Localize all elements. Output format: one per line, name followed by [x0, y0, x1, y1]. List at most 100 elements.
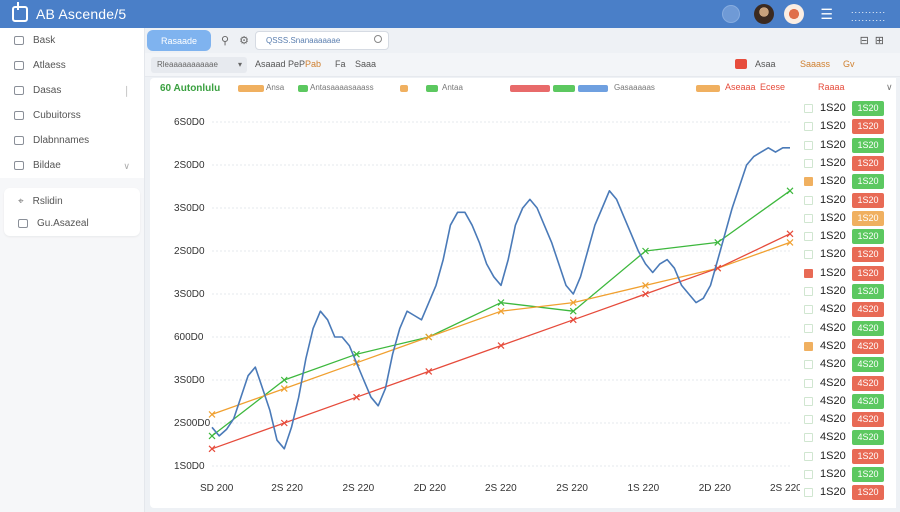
filter-right-item[interactable]: Asaa	[755, 59, 776, 69]
value-chip: 1S20	[852, 155, 884, 171]
chart-panel: 60 Autonlulu Ansa Antasaaaasaaass Antaa …	[150, 78, 896, 508]
chart-title: 60 Autonlulu	[160, 83, 221, 94]
value-row[interactable]: 4S20 4S20	[802, 393, 896, 410]
menu-icon[interactable]: ☰	[820, 5, 833, 22]
value-row[interactable]: 4S20 4S20	[802, 320, 896, 337]
filter-select[interactable]: Rleaaaaaaaaaae ▾	[151, 57, 247, 73]
value-row[interactable]: 4S20 4S20	[802, 301, 896, 318]
value-row[interactable]: 1S20 1S20	[802, 155, 896, 172]
y-tick-label: 3S0D0	[174, 289, 205, 300]
data-point-marker	[425, 367, 433, 375]
legend-entry[interactable]: Ansa	[266, 83, 285, 92]
legend-entry[interactable]: Antaa	[442, 83, 463, 92]
value-row[interactable]: 4S20 4S20	[802, 411, 896, 428]
search-icon	[374, 35, 382, 43]
sidebar-item[interactable]: Dasas │	[0, 78, 144, 103]
value-row[interactable]: 4S20 4S20	[802, 375, 896, 392]
value-row[interactable]: 1S20 1S20	[802, 210, 896, 227]
data-point-marker	[786, 230, 794, 238]
data-point-marker	[425, 333, 433, 341]
chevron-down-icon: ▾	[237, 60, 242, 69]
value-row[interactable]: 1S20 1S20	[802, 100, 896, 117]
value-row[interactable]: 1S20 1S20	[802, 192, 896, 209]
status-square	[804, 195, 813, 205]
legend-swatch	[298, 85, 308, 92]
value-row[interactable]: 1S20 1S20	[802, 265, 896, 282]
value-row[interactable]: 1S20 1S20	[802, 228, 896, 245]
value-text: 1S20	[820, 230, 846, 243]
sidebar-item[interactable]: Gu.Asazeal	[4, 212, 140, 234]
status-square	[804, 396, 813, 406]
filter-right-item[interactable]: Saaass	[800, 59, 831, 69]
value-chip: 4S20	[852, 430, 884, 446]
grid-icon	[14, 61, 24, 70]
data-point-marker	[497, 307, 505, 315]
value-chip: 1S20	[852, 137, 884, 153]
legend-entry[interactable]: Gasaaaaas	[614, 83, 655, 92]
topbar-actions: ☰ .......... ..........	[722, 0, 900, 28]
user-avatar[interactable]	[754, 4, 775, 24]
series-line	[211, 233, 791, 450]
value-text: 4S20	[820, 303, 846, 316]
status-square	[804, 213, 813, 223]
sidebar-item[interactable]: Dlabnnames	[0, 128, 144, 153]
filter-item[interactable]: Asaaad PeP	[255, 59, 306, 69]
filter-item[interactable]: Fa	[335, 59, 346, 69]
filter-item[interactable]: Saaa	[355, 59, 377, 69]
value-chip: 4S20	[852, 375, 884, 391]
sidebar-item[interactable]: Cubuitorss	[0, 103, 144, 128]
legend-swatch	[553, 85, 575, 92]
value-row[interactable]: 4S20 4S20	[802, 429, 896, 446]
value-row[interactable]: 1S20 1S20	[802, 484, 896, 501]
y-tick-label: 3S0D0	[174, 203, 205, 214]
sidebar-item[interactable]: ⌖ Rslidin	[4, 190, 140, 212]
tool-icon[interactable]: ⚙	[239, 35, 249, 47]
data-point-marker	[497, 342, 505, 350]
filter-right-item[interactable]: Gv	[843, 59, 855, 69]
data-point-marker	[786, 187, 794, 195]
value-row[interactable]: 1S20 1S20	[802, 173, 896, 190]
top-status: .......... ..........	[850, 6, 886, 23]
filter-icon[interactable]: ⚲	[221, 35, 230, 47]
sidebar-item[interactable]: Atlaess	[0, 53, 144, 78]
value-column-header: Raaaa ∨	[818, 82, 893, 92]
filter-select-value: Rleaaaaaaaaaae	[157, 60, 218, 69]
value-row[interactable]: 4S20 4S20	[802, 356, 896, 373]
value-chip: 1S20	[852, 210, 884, 226]
x-tick-label: SD 200	[200, 483, 234, 494]
x-tick-label: 2S 220	[485, 483, 517, 494]
y-tick-label: 2S00D0	[174, 418, 211, 429]
search-input[interactable]: QSSS.Snanaaaaaae	[255, 31, 389, 50]
value-text: 4S20	[820, 376, 846, 389]
legend-entry[interactable]: Antasaaaasaaass	[310, 83, 374, 92]
legend-entry[interactable]: Ecese	[760, 82, 786, 92]
value-chip: 1S20	[852, 174, 884, 190]
value-row[interactable]: 1S20 1S20	[802, 118, 896, 135]
value-text: 1S20	[820, 449, 846, 462]
value-row[interactable]: 1S20 1S20	[802, 246, 896, 263]
x-tick-label: 2D 220	[414, 483, 447, 494]
chevron-down-icon[interactable]: ∨	[886, 82, 893, 92]
y-tick-label: 2S0D0	[174, 246, 205, 257]
notification-icon[interactable]	[722, 5, 741, 23]
status-square	[804, 140, 813, 150]
view-toggle-icons[interactable]: ⊟⊞	[859, 35, 890, 47]
value-text: 1S20	[820, 138, 846, 151]
value-text: 1S20	[820, 211, 846, 224]
tab-active[interactable]: Rasaade	[147, 30, 212, 51]
value-row[interactable]: 1S20 1S20	[802, 137, 896, 154]
value-row[interactable]: 1S20 1S20	[802, 466, 896, 483]
secondary-avatar[interactable]	[784, 4, 805, 24]
value-row[interactable]: 4S20 4S20	[802, 338, 896, 355]
sidebar-item[interactable]: Bask	[0, 28, 144, 53]
filter-item[interactable]: Pab	[305, 59, 322, 69]
status-square	[804, 360, 813, 370]
sidebar-item[interactable]: Bildae ∨	[0, 153, 144, 178]
value-text: 4S20	[820, 339, 846, 352]
value-row[interactable]: 1S20 1S20	[802, 283, 896, 300]
legend-entry[interactable]: Aseaaa	[725, 82, 756, 92]
status-square	[804, 177, 813, 187]
top-status-line: ..........	[850, 13, 886, 23]
value-row[interactable]: 1S20 1S20	[802, 448, 896, 465]
sidebar-secondary-nav: ⌖ Rslidin Gu.Asazeal	[4, 188, 140, 236]
